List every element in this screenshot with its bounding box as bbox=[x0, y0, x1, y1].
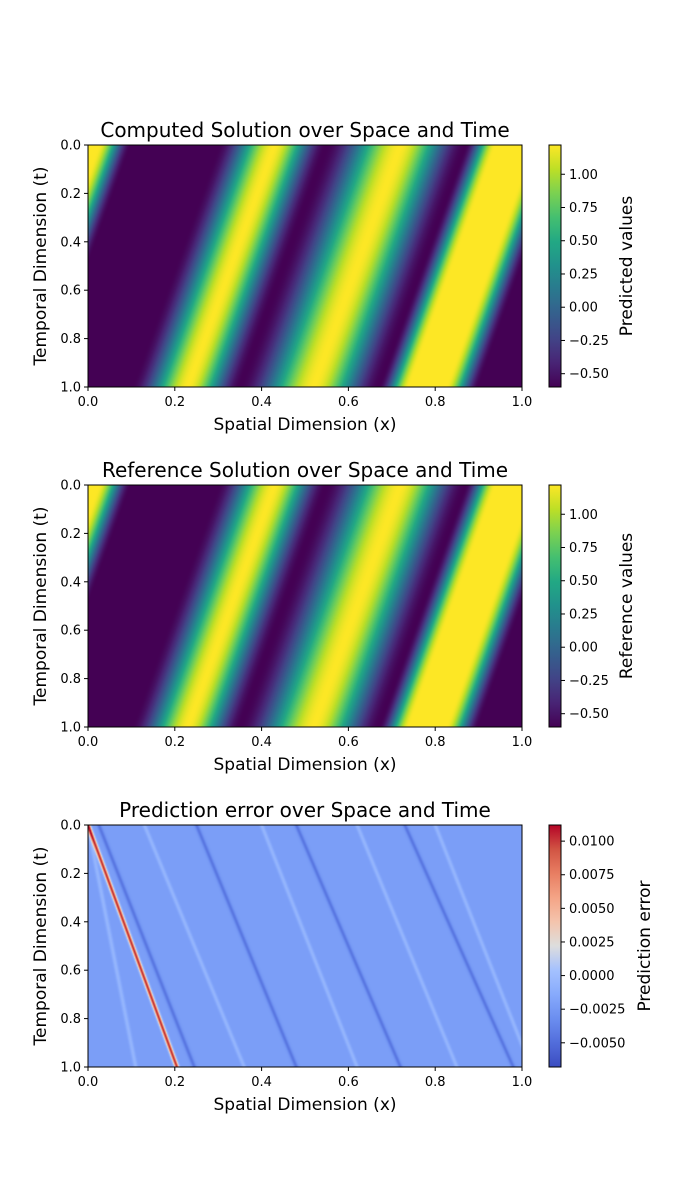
x-tick-label: 0.4 bbox=[251, 1075, 272, 1090]
colorbar-tick-label: 1.00 bbox=[569, 508, 598, 523]
colorbar-tick-label: 0.50 bbox=[569, 234, 598, 249]
colorbar-tick-label: 0.00 bbox=[569, 301, 598, 316]
panel-2: Reference Solution over Space and Time 0.… bbox=[31, 458, 637, 775]
y-tick-label: 1.0 bbox=[60, 381, 81, 396]
x-axis-label: Spatial Dimension (x) bbox=[213, 415, 396, 435]
x-axis-label: Spatial Dimension (x) bbox=[213, 1095, 396, 1115]
heatmap bbox=[88, 145, 522, 387]
colorbar-label: Predicted values bbox=[617, 196, 637, 337]
x-tick-label: 0.8 bbox=[425, 1075, 446, 1090]
heatmap bbox=[88, 825, 522, 1067]
colorbar-tick-label: 0.25 bbox=[569, 267, 598, 282]
y-tick-label: 1.0 bbox=[60, 721, 81, 736]
colorbar-tick-label: 1.00 bbox=[569, 168, 598, 183]
y-tick-label: 0.0 bbox=[60, 139, 81, 154]
colorbar-tick-label: 0.00 bbox=[569, 641, 598, 656]
colorbar-tick-label: 0.25 bbox=[569, 607, 598, 622]
x-tick-label: 0.6 bbox=[338, 395, 359, 410]
chart-title: Computed Solution over Space and Time bbox=[100, 118, 509, 142]
y-axis-label: Temporal Dimension (t) bbox=[31, 847, 51, 1047]
colorbar-frame bbox=[548, 144, 562, 388]
y-tick-label: 0.2 bbox=[60, 187, 81, 202]
x-tick-label: 1.0 bbox=[512, 735, 533, 750]
x-tick-label: 0.4 bbox=[251, 395, 272, 410]
colorbar-tick-label: 0.0025 bbox=[569, 935, 615, 950]
x-tick-label: 0.2 bbox=[164, 1075, 185, 1090]
y-tick-label: 0.6 bbox=[60, 284, 81, 299]
y-tick-label: 0.8 bbox=[60, 672, 81, 687]
colorbar-tick-label: 0.0075 bbox=[569, 868, 615, 883]
x-tick-label: 0.4 bbox=[251, 735, 272, 750]
colorbar: 1.00 0.75 0.50 0.25 0.00 −0.25 −0.50 Predicted … bbox=[548, 144, 637, 388]
panel-1: Computed Solution over Space and Time 0.0… bbox=[31, 118, 637, 435]
x-tick-label: 0.8 bbox=[425, 395, 446, 410]
colorbar-tick-label: −0.25 bbox=[569, 334, 609, 349]
colorbar-tick-label: 0.0100 bbox=[569, 835, 615, 850]
colorbar-tick-label: 0.75 bbox=[569, 541, 598, 556]
x-tick-label: 0.0 bbox=[78, 395, 99, 410]
y-tick-label: 0.4 bbox=[60, 235, 81, 250]
colorbar-tick-label: 0.75 bbox=[569, 201, 598, 216]
x-tick-label: 1.0 bbox=[512, 1075, 533, 1090]
y-tick-label: 0.0 bbox=[60, 479, 81, 494]
x-tick-label: 0.6 bbox=[338, 1075, 359, 1090]
colorbar-label: Reference values bbox=[617, 533, 637, 679]
colorbar-tick-label: 0.0000 bbox=[569, 969, 615, 984]
y-tick-label: 0.8 bbox=[60, 1012, 81, 1027]
y-tick-label: 0.6 bbox=[60, 964, 81, 979]
plot-frame bbox=[87, 144, 523, 388]
colorbar-tick-label: −0.25 bbox=[569, 674, 609, 689]
colorbar-tick-label: 0.50 bbox=[569, 574, 598, 589]
y-axis-label: Temporal Dimension (t) bbox=[31, 167, 51, 367]
x-tick-label: 0.2 bbox=[164, 735, 185, 750]
colorbar-tick-label: −0.50 bbox=[569, 367, 609, 382]
x-tick-label: 0.0 bbox=[78, 1075, 99, 1090]
heatmap bbox=[88, 485, 522, 727]
y-tick-label: 0.0 bbox=[60, 819, 81, 834]
plot-frame bbox=[87, 484, 523, 728]
colorbar-tick-label: −0.0025 bbox=[569, 1003, 625, 1018]
x-tick-label: 0.8 bbox=[425, 735, 446, 750]
x-tick-label: 0.2 bbox=[164, 395, 185, 410]
colorbar: 0.0100 0.0075 0.0050 0.0025 0.0000 −0.0025 −0.… bbox=[548, 824, 655, 1068]
colorbar-tick-label: −0.0050 bbox=[569, 1036, 625, 1051]
y-tick-label: 1.0 bbox=[60, 1061, 81, 1076]
y-tick-label: 0.2 bbox=[60, 527, 81, 542]
y-tick-label: 0.8 bbox=[60, 332, 81, 347]
colorbar-gradient bbox=[549, 485, 561, 727]
colorbar-label: Prediction error bbox=[635, 880, 655, 1011]
x-axis-label: Spatial Dimension (x) bbox=[213, 755, 396, 775]
chart-title: Reference Solution over Space and Time bbox=[102, 458, 508, 482]
y-tick-label: 0.2 bbox=[60, 867, 81, 882]
colorbar-tick-label: −0.50 bbox=[569, 707, 609, 722]
y-tick-label: 0.6 bbox=[60, 624, 81, 639]
colorbar-gradient bbox=[549, 825, 561, 1067]
colorbar-frame bbox=[548, 484, 562, 728]
colorbar-frame bbox=[548, 824, 562, 1068]
x-tick-label: 0.6 bbox=[338, 735, 359, 750]
colorbar: 1.00 0.75 0.50 0.25 0.00 −0.25 −0.50 Reference … bbox=[548, 484, 637, 728]
y-tick-label: 0.4 bbox=[60, 575, 81, 590]
y-tick-label: 0.4 bbox=[60, 915, 81, 930]
x-tick-label: 0.0 bbox=[78, 735, 99, 750]
y-axis-label: Temporal Dimension (t) bbox=[31, 507, 51, 707]
colorbar-gradient bbox=[549, 145, 561, 387]
plot-frame bbox=[87, 824, 523, 1068]
x-tick-label: 1.0 bbox=[512, 395, 533, 410]
chart-title: Prediction error over Space and Time bbox=[119, 798, 491, 822]
colorbar-tick-label: 0.0050 bbox=[569, 902, 615, 917]
